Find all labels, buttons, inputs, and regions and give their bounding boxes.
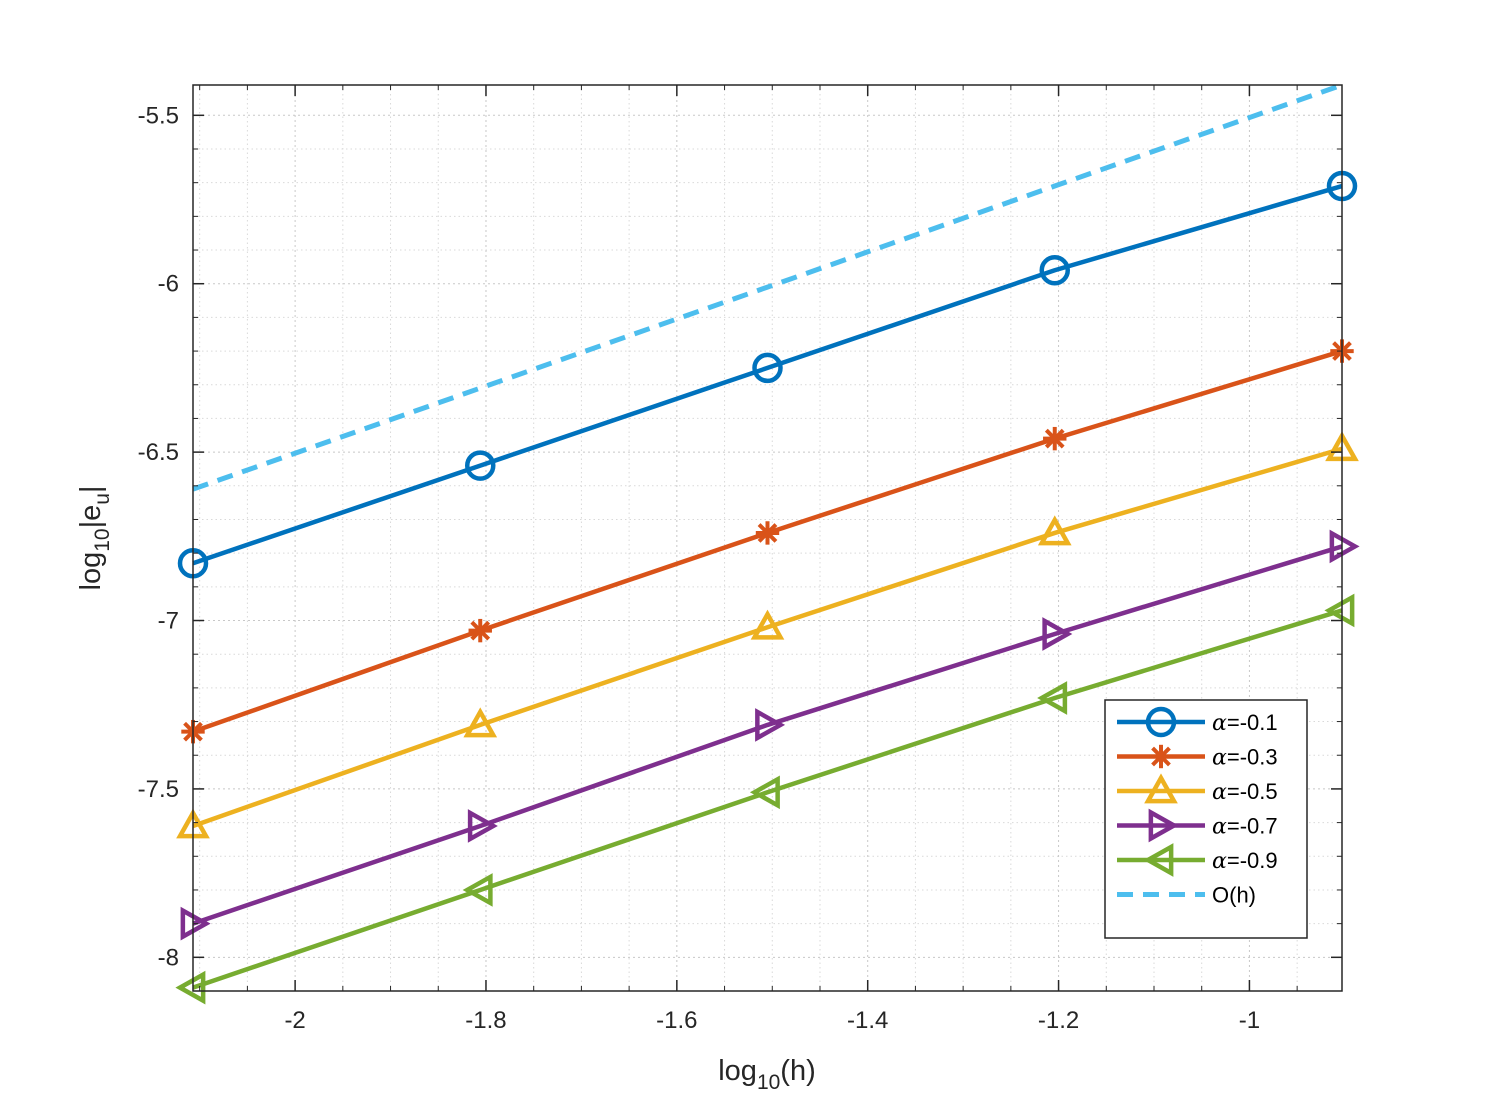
tick-labels: -2 -1.8 -1.6 -1.4 -1.2 -1 -8 -7.5 -7 -6.5 -6 -5.5 bbox=[138, 102, 1260, 1034]
data-point-marker bbox=[1042, 617, 1073, 651]
data-point-marker bbox=[749, 775, 780, 810]
x-tick-label: -2 bbox=[284, 1007, 305, 1034]
x-tick-label: -1.4 bbox=[847, 1007, 888, 1034]
data-point-marker bbox=[1037, 515, 1072, 546]
data-point-marker bbox=[180, 906, 211, 941]
y-tick-label: -5.5 bbox=[138, 102, 179, 129]
x-tick-label: -1.8 bbox=[465, 1007, 506, 1034]
x-tick-label: -1.6 bbox=[656, 1007, 697, 1034]
legend: α=-0.1 α=-0.3 α=-0.5 α=-0.7 α=-0.9 O(h) bbox=[1104, 699, 1308, 939]
marker-stroke bbox=[1044, 428, 1065, 449]
legend-label: O(h) bbox=[1212, 883, 1256, 908]
series-line bbox=[192, 446, 1343, 829]
legend-label: α=-0.1 bbox=[1212, 710, 1278, 736]
data-point-marker bbox=[1149, 744, 1173, 769]
legend-box bbox=[1104, 699, 1308, 939]
data-point-marker bbox=[1037, 681, 1068, 715]
data-point-marker bbox=[1143, 843, 1174, 877]
series-line bbox=[192, 183, 1343, 566]
x-tick-label: -1.2 bbox=[1038, 1007, 1079, 1034]
data-point-marker bbox=[1324, 593, 1355, 628]
data-point-marker bbox=[175, 970, 206, 1005]
series-line bbox=[192, 608, 1343, 990]
x-tick-label: -1 bbox=[1239, 1007, 1260, 1034]
y-tick-label: -7.5 bbox=[138, 776, 179, 803]
legend-label: α=-0.7 bbox=[1212, 814, 1278, 840]
data-point-marker bbox=[465, 450, 496, 481]
y-axis-label: log10|eu| bbox=[75, 486, 114, 591]
marker-stroke bbox=[470, 620, 491, 641]
data-point-marker bbox=[755, 521, 780, 545]
data-point-marker bbox=[752, 352, 783, 384]
data-point-marker bbox=[755, 708, 786, 742]
data-point-marker bbox=[1145, 706, 1177, 738]
y-tick-label: -7 bbox=[158, 608, 179, 635]
marker-stroke bbox=[757, 523, 778, 543]
series-line bbox=[192, 82, 1343, 492]
data-point-marker bbox=[462, 873, 493, 907]
data-point-marker bbox=[1144, 773, 1178, 804]
legend-label: α=-0.3 bbox=[1212, 745, 1278, 771]
data-point-marker bbox=[1039, 254, 1070, 286]
data-point-marker bbox=[467, 809, 498, 843]
legend-label: α=-0.5 bbox=[1212, 779, 1278, 805]
x-axis-label: log10(h) bbox=[718, 1055, 816, 1094]
data-point-marker bbox=[468, 618, 492, 643]
y-tick-label: -6.5 bbox=[138, 439, 179, 466]
series-line bbox=[192, 544, 1343, 926]
data-point-marker bbox=[463, 707, 498, 738]
axis-ticks bbox=[193, 85, 1342, 992]
data-point-marker bbox=[1043, 426, 1067, 451]
legend-label: α=-0.9 bbox=[1212, 848, 1278, 874]
y-tick-label: -6 bbox=[158, 271, 179, 298]
data-point-marker bbox=[750, 609, 785, 640]
plot-frame bbox=[192, 84, 1343, 992]
marker-stroke bbox=[1151, 746, 1171, 767]
data-point-marker bbox=[1148, 808, 1179, 843]
y-tick-label: -8 bbox=[158, 944, 179, 971]
data-point-marker bbox=[1329, 529, 1360, 564]
